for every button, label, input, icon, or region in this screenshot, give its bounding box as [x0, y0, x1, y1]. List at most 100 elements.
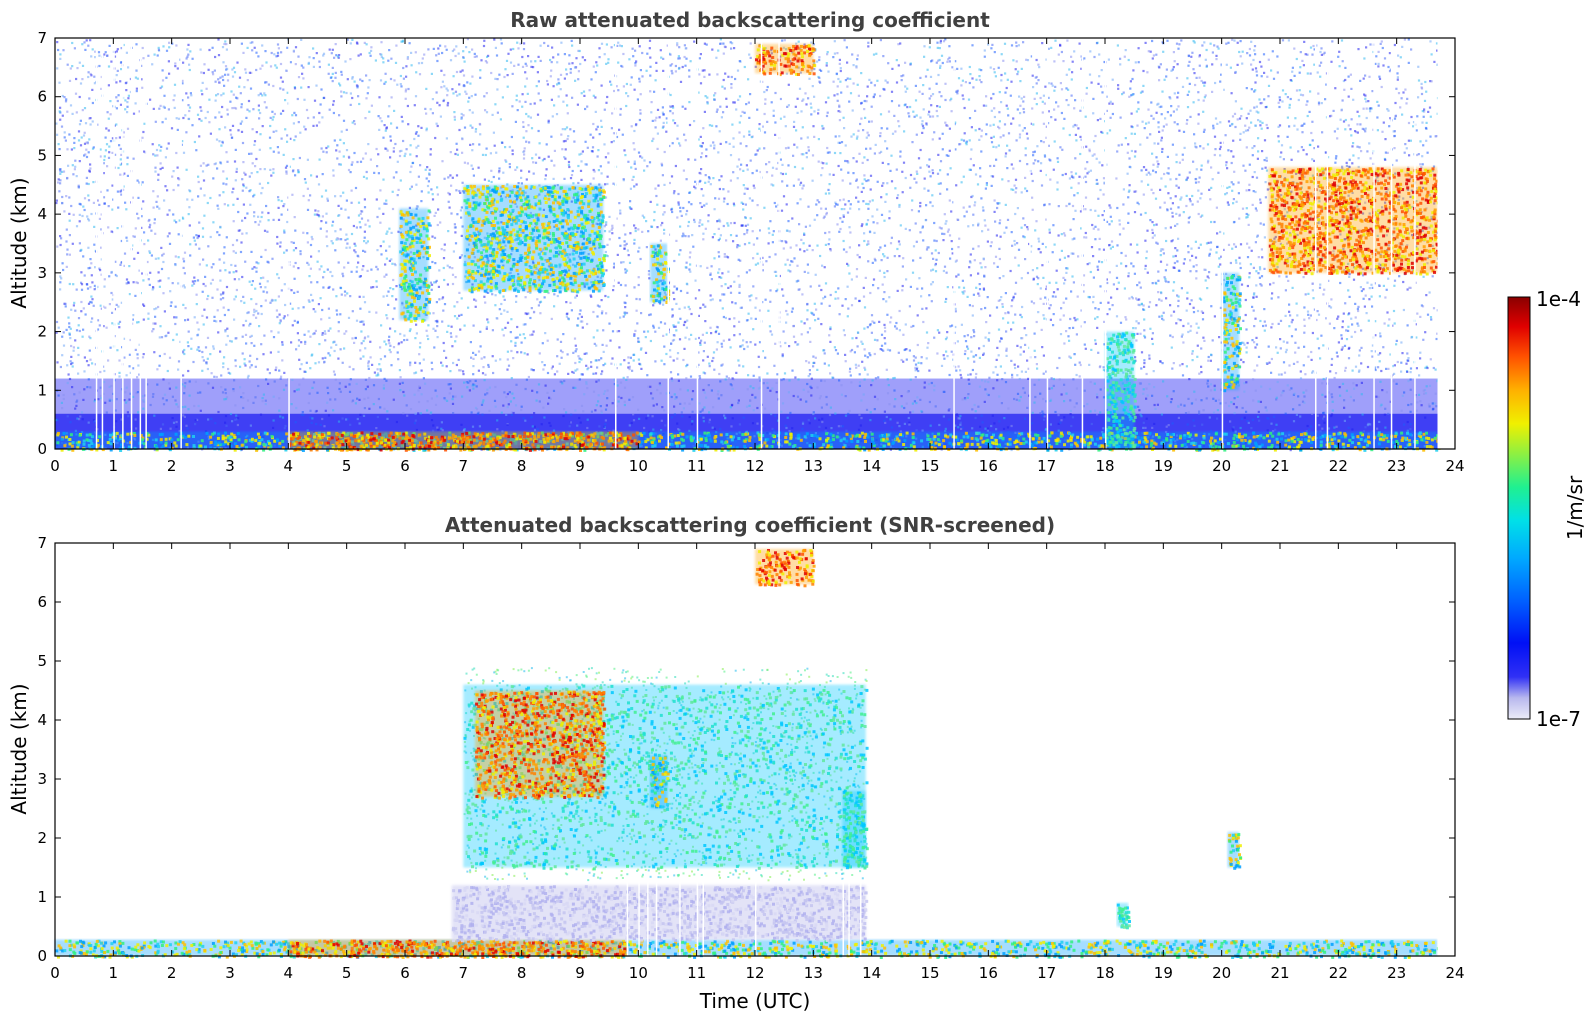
noise-cell	[652, 137, 655, 140]
noise-cell	[253, 193, 256, 196]
noise-cell	[515, 300, 518, 303]
noise-cell	[1255, 74, 1259, 77]
noise-cell	[980, 129, 983, 132]
noise-cell	[220, 94, 223, 97]
noise-cell	[765, 260, 768, 263]
noise-cell	[420, 393, 423, 396]
noise-cell	[750, 294, 753, 297]
noise-cell	[746, 388, 749, 391]
noise-cell	[516, 325, 519, 329]
noise-cell	[358, 102, 361, 106]
noise-cell	[1288, 103, 1291, 106]
noise-cell	[1122, 227, 1125, 230]
noise-cell	[783, 372, 787, 375]
noise-cell	[1234, 245, 1237, 248]
noise-cell	[813, 135, 816, 138]
noise-cell	[171, 282, 174, 285]
noise-cell	[734, 77, 737, 81]
noise-cell	[1158, 105, 1161, 109]
noise-cell	[723, 414, 726, 417]
noise-cell	[1020, 67, 1023, 70]
noise-cell	[1402, 91, 1405, 94]
noise-cell	[663, 183, 666, 186]
noise-cell	[1010, 80, 1013, 83]
noise-cell	[414, 419, 417, 422]
noise-cell	[659, 49, 662, 52]
noise-cell	[464, 90, 467, 93]
noise-cell	[866, 219, 870, 222]
noise-cell	[274, 299, 277, 302]
noise-cell	[1232, 429, 1235, 432]
noise-cell	[1133, 272, 1136, 275]
noise-cell	[140, 215, 143, 218]
noise-cell	[1225, 161, 1228, 164]
noise-cell	[363, 41, 366, 44]
noise-cell	[898, 104, 901, 107]
noise-cell	[752, 328, 755, 331]
noise-cell	[601, 343, 604, 346]
noise-cell	[742, 208, 745, 211]
noise-cell	[947, 418, 951, 421]
noise-cell	[1436, 332, 1439, 335]
noise-cell	[1400, 409, 1403, 412]
noise-cell	[859, 122, 862, 126]
noise-cell	[1245, 381, 1248, 384]
noise-cell	[417, 62, 421, 65]
noise-cell	[884, 200, 887, 203]
noise-cell	[1259, 268, 1262, 271]
noise-cell	[874, 143, 877, 146]
noise-cell	[1171, 215, 1174, 218]
noise-cell	[580, 358, 583, 361]
noise-cell	[157, 257, 160, 260]
noise-cell	[457, 52, 460, 55]
noise-cell	[605, 269, 608, 272]
noise-cell	[173, 316, 176, 319]
noise-cell	[410, 165, 413, 168]
noise-cell	[1174, 247, 1177, 250]
noise-cell	[1151, 39, 1154, 43]
noise-cell	[889, 418, 892, 421]
noise-cell	[325, 235, 328, 238]
noise-cell	[1157, 126, 1160, 129]
noise-cell	[625, 294, 629, 297]
noise-cell	[402, 77, 405, 80]
noise-cell	[922, 108, 925, 111]
noise-cell	[836, 203, 839, 206]
noise-cell	[1365, 100, 1368, 103]
noise-cell	[441, 160, 444, 163]
noise-cell	[959, 369, 962, 372]
noise-cell	[1395, 382, 1398, 385]
noise-cell	[641, 230, 644, 233]
noise-cell	[167, 277, 170, 280]
noise-cell	[731, 387, 734, 390]
noise-cell	[365, 177, 368, 180]
noise-cell	[739, 306, 742, 309]
noise-cell	[848, 246, 851, 249]
noise-cell	[781, 402, 785, 405]
noise-cell	[1049, 304, 1052, 307]
noise-cell	[628, 368, 631, 371]
noise-cell	[977, 222, 980, 225]
noise-cell	[364, 223, 367, 226]
noise-cell	[335, 238, 338, 241]
noise-cell	[641, 214, 644, 217]
noise-cell	[1401, 394, 1404, 397]
noise-cell	[104, 136, 107, 139]
noise-cell	[414, 132, 418, 135]
noise-cell	[972, 224, 975, 227]
noise-cell	[838, 58, 841, 61]
noise-cell	[820, 174, 823, 177]
noise-cell	[1124, 254, 1127, 257]
noise-cell	[383, 355, 387, 358]
noise-cell	[1102, 427, 1105, 430]
noise-cell	[1263, 98, 1266, 101]
noise-cell	[1031, 107, 1034, 110]
noise-cell	[1384, 151, 1387, 154]
noise-cell	[722, 78, 725, 82]
noise-cell	[253, 311, 256, 314]
noise-cell	[160, 85, 164, 88]
noise-cell	[311, 299, 314, 302]
noise-cell	[107, 156, 111, 159]
noise-cell	[748, 295, 751, 298]
noise-cell	[1188, 82, 1191, 85]
